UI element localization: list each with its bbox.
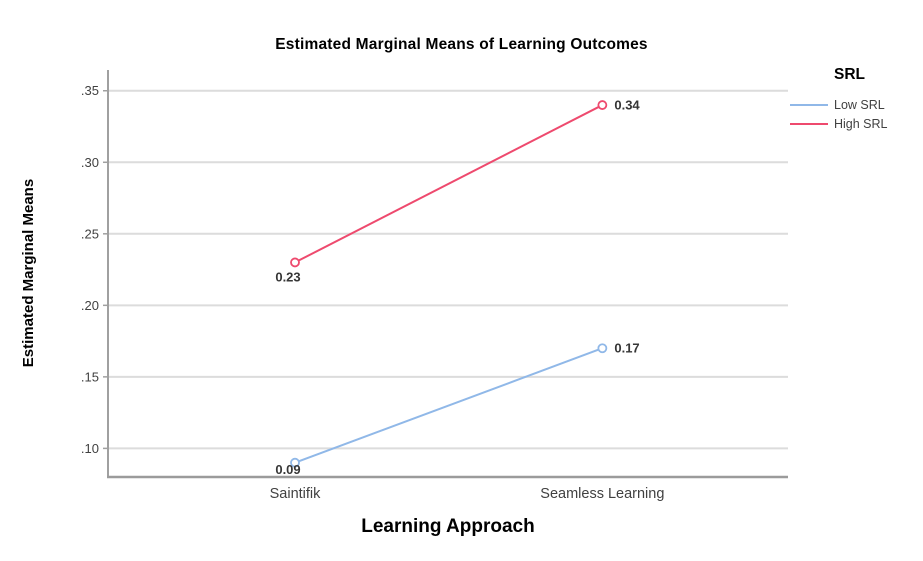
legend-title: SRL xyxy=(834,66,865,83)
data-point-marker-high-srl xyxy=(290,257,300,268)
data-point-label-low-srl: 0.17 xyxy=(614,341,639,356)
x-axis-title: Learning Approach xyxy=(361,516,535,537)
data-point-marker-high-srl xyxy=(597,100,608,110)
legend-item-label: High SRL xyxy=(834,116,888,131)
data-point-label-high-srl: 0.23 xyxy=(275,269,300,284)
legend-item-label: Low SRL xyxy=(834,97,885,112)
data-point-label-high-srl: 0.34 xyxy=(614,98,640,113)
chart-title: Estimated Marginal Means of Learning Out… xyxy=(275,36,648,53)
y-tick-label: .15 xyxy=(81,369,99,384)
y-tick-label: .35 xyxy=(81,83,99,98)
x-category-label: Saintifik xyxy=(270,486,322,502)
legend-swatch-line xyxy=(790,103,828,106)
data-point-marker-low-srl xyxy=(597,343,608,354)
y-tick-label: .10 xyxy=(81,441,99,456)
series-line-low-srl xyxy=(294,347,603,464)
legend-items: Low SRL High SRL xyxy=(790,95,923,133)
x-category-label: Seamless Learning xyxy=(540,486,664,502)
legend-item-high-srl: High SRL xyxy=(790,114,923,133)
y-tick-label: .25 xyxy=(81,226,99,241)
data-point-marker-low-srl xyxy=(290,457,300,468)
legend-swatch-line xyxy=(790,122,828,125)
series-line-high-srl xyxy=(294,104,603,264)
legend: SRL Low SRL High SRL xyxy=(790,64,923,133)
y-tick-label: .30 xyxy=(81,155,99,170)
data-point-label-low-srl: 0.09 xyxy=(275,462,300,477)
legend-item-low-srl: Low SRL xyxy=(790,95,923,114)
y-tick-label: .20 xyxy=(81,298,99,313)
